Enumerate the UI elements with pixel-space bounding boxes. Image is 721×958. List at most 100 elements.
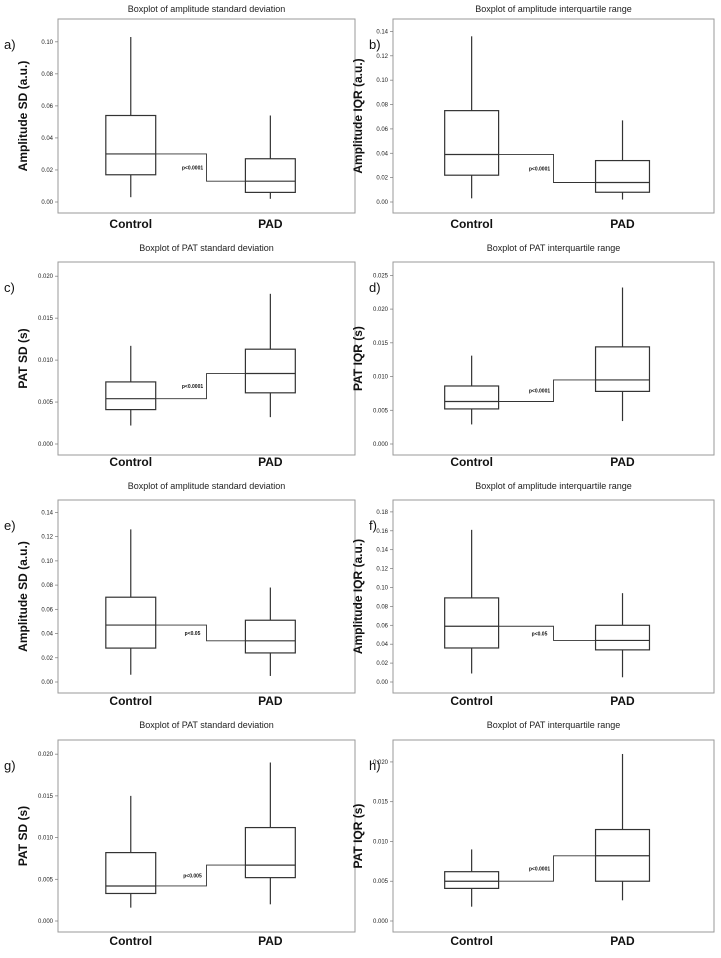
x-category-label: PAD <box>610 934 635 948</box>
plot-frame <box>57 739 356 933</box>
box-pad <box>594 593 651 678</box>
median-connector <box>155 864 246 887</box>
median-connector <box>498 379 596 402</box>
y-tick-label: 0.10 <box>41 559 53 565</box>
median-connector <box>498 855 596 882</box>
y-tick-label: 0.14 <box>376 29 388 35</box>
plot-frame <box>392 261 715 456</box>
box-control <box>105 795 157 908</box>
y-tick-label: 0.10 <box>376 585 388 591</box>
panel-letter: f) <box>369 518 377 533</box>
x-category-label: PAD <box>610 217 635 231</box>
y-tick-label: 0.015 <box>373 800 389 806</box>
y-tick-label: 0.000 <box>38 442 54 448</box>
y-tick-label: 0.00 <box>376 200 388 206</box>
y-tick-label: 0.14 <box>376 548 388 554</box>
p-value-label: p<0.0001 <box>529 389 550 395</box>
panel-letter: e) <box>4 518 16 533</box>
x-category-label: PAD <box>258 455 283 469</box>
box-control <box>444 849 500 907</box>
panel-title: Boxplot of PAT interquartile range <box>487 720 621 730</box>
y-axis-label: Amplitude SD (a.u.) <box>16 61 30 172</box>
y-tick-label: 0.015 <box>38 316 54 322</box>
y-tick-label: 0.000 <box>38 919 54 925</box>
panel-title: Boxplot of PAT interquartile range <box>487 243 621 253</box>
y-tick-label: 0.04 <box>376 151 388 157</box>
y-tick-label: 0.015 <box>38 794 54 800</box>
y-tick-label: 0.005 <box>373 879 389 885</box>
panel-title: Boxplot of amplitude interquartile range <box>475 481 632 491</box>
y-axis-label: Amplitude IQR (a.u.) <box>351 58 365 173</box>
y-tick-label: 0.00 <box>41 680 53 686</box>
y-tick-label: 0.015 <box>373 341 389 347</box>
x-category-label: PAD <box>610 455 635 469</box>
x-category-label: Control <box>450 217 493 231</box>
panel-c: Boxplot of PAT standard deviation c) PAT S… <box>4 243 356 469</box>
y-tick-label: 0.04 <box>376 642 388 648</box>
box-control <box>105 37 157 198</box>
p-value-label: p<0.0001 <box>182 166 203 172</box>
y-tick-label: 0.020 <box>38 274 54 280</box>
x-category-label: PAD <box>258 694 283 708</box>
y-tick-label: 0.06 <box>41 607 53 613</box>
y-tick-label: 0.02 <box>41 656 53 662</box>
y-tick-label: 0.08 <box>41 583 53 589</box>
y-axis-label: PAT SD (s) <box>16 806 30 866</box>
iqr-box <box>594 159 651 193</box>
plot-frame <box>57 18 356 214</box>
box-control <box>105 529 157 675</box>
p-value-label: p<0.005 <box>183 874 202 880</box>
y-tick-label: 0.010 <box>38 836 54 842</box>
y-tick-label: 0.12 <box>41 535 53 541</box>
y-axis-label: PAT IQR (s) <box>351 326 365 391</box>
panel-title: Boxplot of amplitude standard deviation <box>128 481 286 491</box>
y-axis-label: Amplitude IQR (a.u.) <box>351 539 365 654</box>
y-tick-label: 0.06 <box>376 623 388 629</box>
iqr-box <box>444 385 500 410</box>
x-category-label: Control <box>109 217 152 231</box>
x-category-label: PAD <box>258 934 283 948</box>
x-category-label: PAD <box>258 217 283 231</box>
x-category-label: Control <box>450 694 493 708</box>
median-connector <box>155 153 246 182</box>
y-tick-label: 0.005 <box>373 408 389 414</box>
box-control <box>444 36 500 199</box>
box-control <box>105 345 157 426</box>
median-connector <box>498 154 596 183</box>
y-tick-label: 0.02 <box>41 168 53 174</box>
y-tick-label: 0.04 <box>41 632 53 638</box>
box-pad <box>594 287 651 422</box>
y-tick-label: 0.005 <box>38 877 54 883</box>
iqr-box <box>105 114 157 176</box>
p-value-label: p<0.0001 <box>529 166 550 172</box>
y-tick-label: 0.08 <box>41 72 53 78</box>
panel-g: Boxplot of PAT standard deviation g) PAT S… <box>4 720 356 948</box>
box-control <box>444 529 500 674</box>
y-tick-label: 0.010 <box>373 839 389 845</box>
y-tick-label: 0.14 <box>41 510 53 516</box>
iqr-box <box>244 158 296 193</box>
y-tick-label: 0.00 <box>41 200 53 206</box>
iqr-box <box>244 348 296 394</box>
panel-f: Boxplot of amplitude interquartile range… <box>351 481 715 708</box>
y-tick-label: 0.06 <box>376 127 388 133</box>
box-pad <box>594 120 651 200</box>
p-value-label: p<0.05 <box>532 631 548 637</box>
plot-frame <box>392 739 715 933</box>
box-pad <box>594 753 651 901</box>
iqr-box <box>105 851 157 895</box>
iqr-box <box>594 624 651 651</box>
y-tick-label: 0.04 <box>41 136 53 142</box>
p-value-label: p<0.0001 <box>182 384 203 390</box>
plot-frame <box>57 261 356 456</box>
plot-frame <box>392 499 715 694</box>
y-tick-label: 0.02 <box>376 661 388 667</box>
panel-letter: b) <box>369 37 381 52</box>
panel-letter: g) <box>4 758 16 773</box>
y-tick-label: 0.10 <box>376 78 388 84</box>
plot-frame <box>57 499 356 694</box>
y-tick-label: 0.025 <box>373 273 389 279</box>
box-control <box>444 355 500 425</box>
iqr-box <box>244 826 296 879</box>
y-tick-label: 0.08 <box>376 103 388 109</box>
